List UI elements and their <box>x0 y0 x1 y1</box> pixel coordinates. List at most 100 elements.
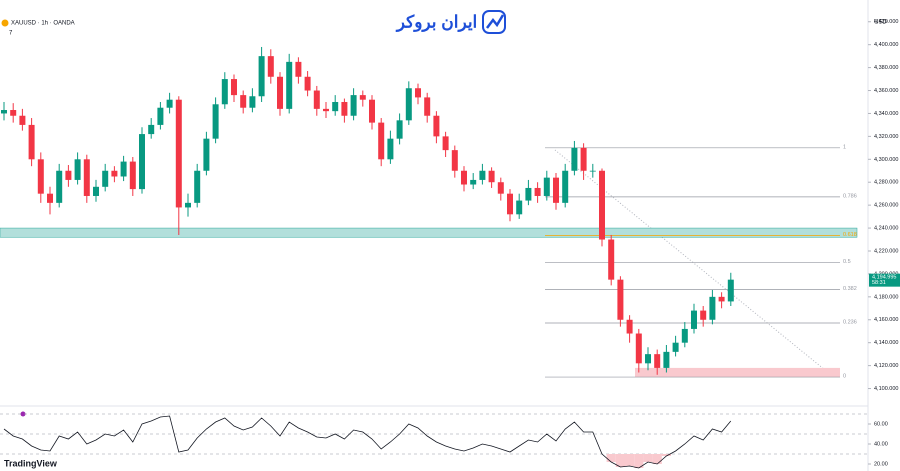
rsi-icon <box>20 411 26 417</box>
zone <box>635 367 840 378</box>
rsi-tick-label: 20.00 <box>874 461 888 467</box>
currency: USD <box>874 20 887 26</box>
candle-body <box>387 138 394 160</box>
candle-body <box>56 170 63 203</box>
candle-body <box>654 354 661 368</box>
candle-body <box>700 310 707 320</box>
last-price-label: 4,194.995 <box>872 275 896 281</box>
candle-body <box>626 319 633 334</box>
fib-label: 0.5 <box>843 259 851 265</box>
candle-body <box>286 61 293 109</box>
y-tick-label: 4,360.000 <box>874 88 898 94</box>
candle-body <box>608 239 615 280</box>
fib-label: 0.786 <box>843 193 857 199</box>
rsi-oversold <box>643 454 653 462</box>
candle-body <box>240 95 247 108</box>
candle-body <box>93 186 99 196</box>
fib-label: 0.382 <box>843 286 857 292</box>
rsi-line <box>3 415 732 469</box>
candle-body <box>350 95 357 116</box>
candle-body <box>313 90 320 109</box>
candle-body <box>231 79 237 96</box>
indicator-count: 7 <box>9 31 13 37</box>
symbol: XAUUSD · 1h · OANDA <box>11 21 75 27</box>
candle-body <box>507 193 513 215</box>
candle-body <box>488 170 495 183</box>
candle-body <box>672 342 679 352</box>
y-tick-label: 4,220.000 <box>874 248 898 254</box>
candle-body <box>267 56 274 77</box>
y-tick-label: 4,180.000 <box>874 294 898 300</box>
candle-body <box>83 159 90 196</box>
y-tick-label: 4,340.000 <box>874 111 898 117</box>
candle-body <box>571 147 578 171</box>
y-tick-label: 4,420.000 <box>874 19 898 25</box>
candle-body <box>663 351 670 368</box>
y-tick-label: 4,300.000 <box>874 157 898 163</box>
candle-body <box>148 124 155 135</box>
candle-body <box>562 170 569 203</box>
candle-body <box>599 170 605 240</box>
rsi-tick-label: 40.00 <box>874 441 888 447</box>
candle-body <box>74 159 81 180</box>
candle-body <box>332 101 339 112</box>
candle-body <box>10 110 17 116</box>
candle-body <box>534 187 541 196</box>
candle-body <box>617 279 624 320</box>
candle-body <box>691 310 697 329</box>
fib-label: 0.618 <box>843 232 857 238</box>
candle-body <box>37 159 44 194</box>
y-tick-label: 4,240.000 <box>874 226 898 232</box>
candle-body <box>102 170 109 187</box>
candle-body <box>442 136 449 151</box>
candle-body <box>203 138 210 171</box>
y-tick-label: 4,320.000 <box>874 134 898 140</box>
candle-body <box>461 170 467 185</box>
candle-body <box>65 170 72 180</box>
candle-body <box>553 177 559 203</box>
candle-body <box>525 187 532 201</box>
candle-body <box>194 170 201 203</box>
candle-body <box>470 179 477 185</box>
candle-body <box>111 170 118 177</box>
fib-label: 0 <box>843 374 846 380</box>
candle-body <box>359 95 366 100</box>
y-tick-label: 4,280.000 <box>874 180 898 186</box>
candle-body <box>415 88 421 98</box>
zone <box>0 227 858 238</box>
symbol-icon <box>1 19 9 27</box>
rsi-tick-label: 60.00 <box>874 421 888 427</box>
candle-body <box>129 161 136 190</box>
countdown: 58:31 <box>872 280 886 286</box>
last-price-tag <box>869 273 900 287</box>
y-tick-label: 4,100.000 <box>874 386 898 392</box>
y-tick-label: 4,400.000 <box>874 42 898 48</box>
rsi-oversold <box>634 454 644 468</box>
rsi-oversold <box>615 454 625 467</box>
brand: ایران بروکر <box>395 12 478 32</box>
candle-body <box>424 97 431 116</box>
candle-body <box>589 170 596 172</box>
candle-body <box>396 120 403 139</box>
candle-body <box>433 115 440 137</box>
y-tick-label: 4,160.000 <box>874 317 898 323</box>
y-tick-label: 4,120.000 <box>874 363 898 369</box>
candle-body <box>277 76 283 109</box>
y-tick-label: 4,140.000 <box>874 340 898 346</box>
candle-body <box>120 161 127 177</box>
candle-body <box>645 354 651 364</box>
trend-line <box>554 149 826 371</box>
candle-body <box>369 99 375 123</box>
y-tick-label: 4,260.000 <box>874 203 898 209</box>
candle-body <box>497 182 504 194</box>
candle-body <box>405 88 412 121</box>
candle-body <box>718 296 725 302</box>
candle-body <box>249 96 256 108</box>
rsi-oversold <box>606 454 616 462</box>
candle-body <box>19 115 26 125</box>
candle-body <box>258 56 265 97</box>
candle-body <box>378 122 385 160</box>
candle-body <box>157 107 164 125</box>
